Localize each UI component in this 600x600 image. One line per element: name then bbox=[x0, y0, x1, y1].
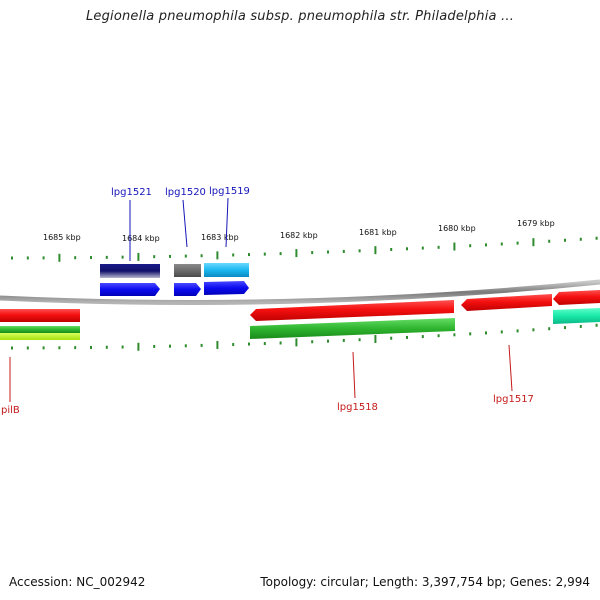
scale-label: 1682 kbp bbox=[280, 231, 318, 240]
feature-bar-right-edge-teal[interactable] bbox=[553, 308, 600, 324]
feature-bar-lpg1520-gray[interactable] bbox=[174, 264, 201, 277]
genome-backbone bbox=[0, 279, 600, 305]
cds-arrow-pilB[interactable] bbox=[0, 309, 80, 322]
gene-label-lpg1518[interactable]: lpg1518 bbox=[337, 402, 378, 413]
feature-bar-pilB-lime[interactable] bbox=[0, 333, 80, 340]
leader-line-lpg1517 bbox=[508, 344, 513, 392]
cds-arrow-right-edge[interactable] bbox=[553, 290, 600, 305]
scale-label: 1680 kbp bbox=[438, 224, 476, 233]
map-title: Legionella pneumophila subsp. pneumophil… bbox=[85, 9, 515, 24]
scale-label: 1679 kbp bbox=[517, 219, 555, 228]
label-leader-lines bbox=[9, 197, 513, 402]
scale-ticks-outer bbox=[11, 236, 598, 262]
cds-arrow-lpg1517[interactable] bbox=[461, 294, 552, 311]
gene-label-lpg1521[interactable]: lpg1521 bbox=[111, 187, 152, 198]
gene-label-pilB[interactable]: pilB bbox=[1, 405, 20, 416]
feature-bar-pilB-green[interactable] bbox=[0, 326, 80, 333]
gene-labels: lpg1521 lpg1520 lpg1519 pilB lpg1518 lpg… bbox=[1, 186, 534, 416]
scale-label: 1684 kbp bbox=[122, 234, 160, 243]
cds-arrow-lpg1519[interactable] bbox=[204, 281, 249, 295]
cds-arrow-lpg1520[interactable] bbox=[174, 283, 201, 296]
feature-bar-lpg1521-navy[interactable] bbox=[100, 264, 160, 278]
scale-label: 1681 kbp bbox=[359, 228, 397, 237]
leader-line-lpg1520 bbox=[182, 199, 188, 248]
gene-label-lpg1519[interactable]: lpg1519 bbox=[209, 186, 250, 197]
scale-ticks-inner bbox=[11, 323, 598, 351]
leader-line-lpg1518 bbox=[352, 351, 356, 399]
leader-line-lpg1519 bbox=[225, 197, 229, 248]
feature-bar-lpg1518-green[interactable] bbox=[250, 318, 455, 339]
scale-labels: 1685 kbp 1684 kbp 1683 kbp 1682 kbp 1681… bbox=[43, 219, 555, 243]
forward-strand-features bbox=[100, 263, 249, 296]
cds-arrow-lpg1521[interactable] bbox=[100, 283, 160, 296]
scale-label: 1685 kbp bbox=[43, 233, 81, 242]
gene-label-lpg1517[interactable]: lpg1517 bbox=[493, 394, 534, 405]
scale-label: 1683 kbp bbox=[201, 233, 239, 242]
accession-text: Accession: NC_002942 bbox=[9, 575, 146, 589]
genome-stats-text: Topology: circular; Length: 3,397,754 bp… bbox=[260, 575, 590, 589]
feature-bar-lpg1519-cyan[interactable] bbox=[204, 263, 249, 277]
reverse-strand-features bbox=[0, 290, 600, 340]
gene-label-lpg1520[interactable]: lpg1520 bbox=[165, 187, 206, 198]
cds-arrow-lpg1518[interactable] bbox=[250, 300, 454, 321]
